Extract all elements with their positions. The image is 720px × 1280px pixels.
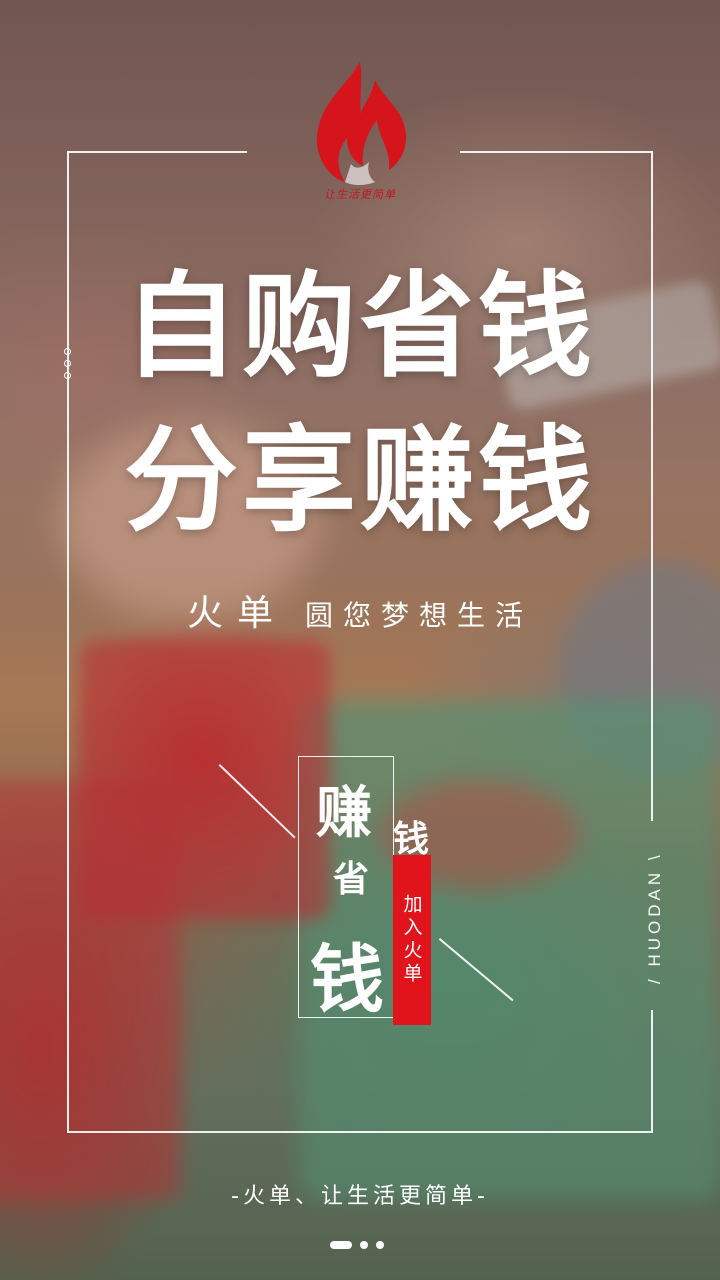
badge-char-earn: 赚	[316, 781, 372, 846]
footer-slogan: -火单、让生活更简单-	[231, 1184, 489, 1209]
frame-line-top-right	[460, 151, 653, 153]
page-indicator-dot[interactable]	[360, 1241, 368, 1249]
logo-tagline: 让生活更简单	[324, 188, 396, 201]
frame-line-top-left	[67, 151, 247, 153]
join-huodan-button[interactable]: 加入火单	[393, 855, 431, 1025]
ring-dot-icon	[63, 372, 71, 379]
brand-side-label: / HUODAN \	[645, 851, 664, 985]
page-indicator-dot[interactable]	[376, 1241, 384, 1249]
tagline-slogan: 圆您梦想生活	[305, 599, 534, 632]
headline-save: 自购省钱	[123, 260, 596, 393]
frame-line-right-top	[651, 151, 653, 821]
frame-line-right-bottom	[651, 1010, 653, 1133]
badge-char-money-large: 钱	[310, 937, 384, 1023]
ring-dot-icon	[63, 348, 71, 355]
flame-logo-icon	[316, 62, 407, 185]
tagline: 火单 圆您梦想生活	[120, 584, 600, 636]
page-indicator-dot-active[interactable]	[330, 1241, 352, 1249]
ring-dot-icon	[63, 360, 71, 367]
frame-line-bottom	[67, 1131, 653, 1133]
headline-earn: 分享赚钱	[123, 414, 596, 547]
frame-line-left	[67, 151, 69, 1133]
brand-name: 火单	[186, 593, 287, 634]
badge-char-money-small: 钱	[393, 819, 430, 860]
photo-hand	[60, 420, 320, 620]
frame-dots-decoration	[60, 348, 74, 379]
page-indicator	[330, 1240, 400, 1250]
badge-char-save: 省	[333, 859, 370, 900]
photo-red-gift-box	[80, 640, 330, 920]
